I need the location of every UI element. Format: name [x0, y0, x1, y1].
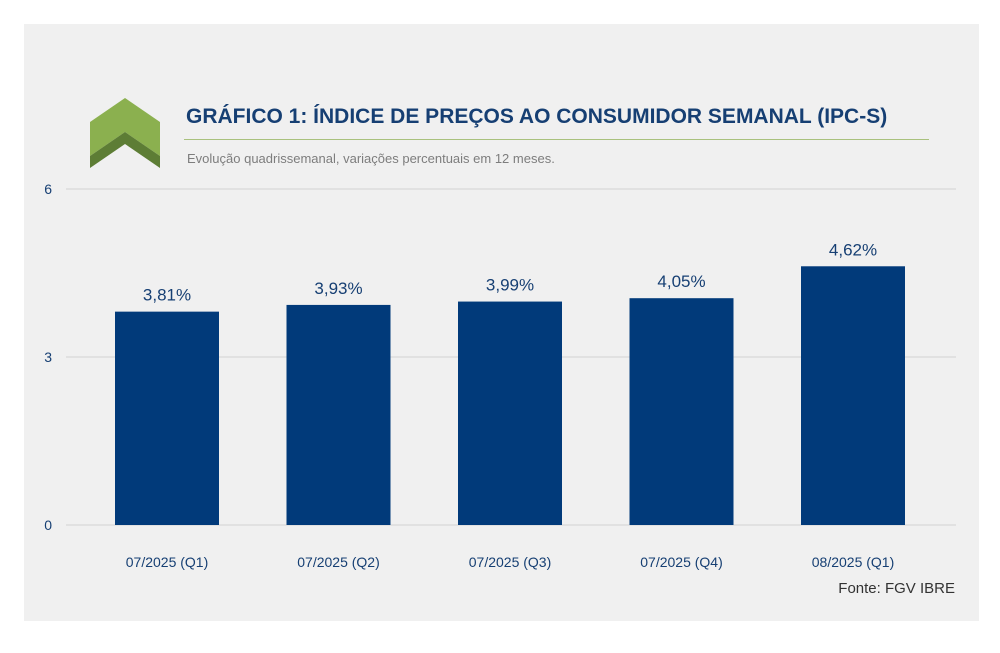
bar-chart: 0 3 6 3,81% 07/2025 (Q1) 3,93% 07/2025 (Q2) 3,9…	[44, 181, 956, 570]
bar	[286, 304, 391, 525]
bar	[801, 266, 905, 525]
data-label: 3,81%	[143, 286, 191, 305]
bar	[629, 298, 734, 525]
source-note: Fonte: FGV IBRE	[838, 580, 955, 597]
chevron-up-icon	[90, 98, 160, 168]
y-tick-label: 3	[44, 349, 52, 365]
data-label: 4,05%	[657, 272, 705, 291]
data-label: 3,99%	[486, 276, 534, 295]
data-label: 3,93%	[314, 279, 362, 298]
chart-subtitle: Evolução quadrissemanal, variações perce…	[187, 151, 555, 166]
x-tick-label: 08/2025 (Q1)	[812, 554, 895, 570]
chart-panel: GRÁFICO 1: ÍNDICE DE PREÇOS AO CONSUMIDO…	[24, 24, 979, 621]
x-tick-label: 07/2025 (Q4)	[640, 554, 723, 570]
x-tick-label: 07/2025 (Q1)	[126, 554, 209, 570]
chart-title: GRÁFICO 1: ÍNDICE DE PREÇOS AO CONSUMIDO…	[186, 105, 888, 128]
data-label: 4,62%	[829, 240, 877, 259]
bar	[115, 311, 219, 525]
y-tick-label: 0	[44, 517, 52, 533]
x-tick-label: 07/2025 (Q3)	[469, 554, 552, 570]
y-tick-label: 6	[44, 181, 52, 197]
x-tick-label: 07/2025 (Q2)	[297, 554, 380, 570]
bar	[458, 301, 562, 525]
title-divider	[184, 139, 929, 140]
